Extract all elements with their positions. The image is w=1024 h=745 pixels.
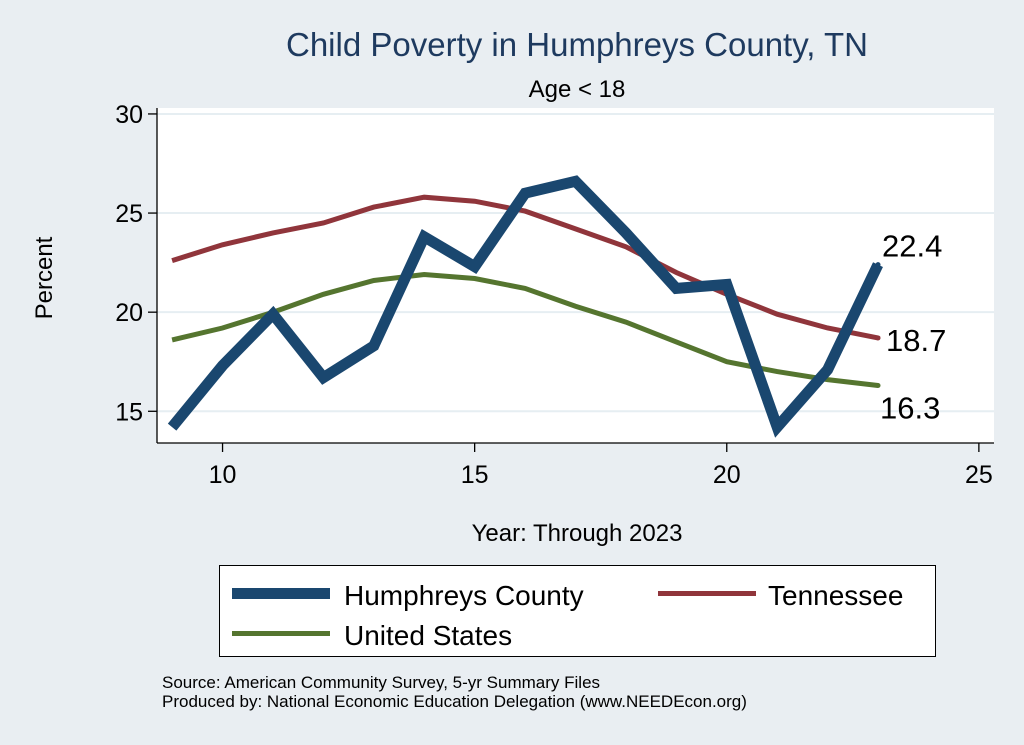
- y-tick-label: 15: [115, 398, 143, 426]
- legend-swatch-united-states: [232, 631, 330, 636]
- producer-note: Produced by: National Economic Education…: [162, 692, 747, 711]
- y-tick-label: 20: [115, 299, 143, 327]
- legend-label-united-states: United States: [344, 620, 513, 651]
- chart-notes: Source: American Community Survey, 5-yr …: [162, 673, 747, 711]
- legend-item-united-states: United States: [232, 620, 632, 651]
- legend-item-humphreys-county: Humphreys County: [232, 580, 632, 611]
- end-value-label-tennessee: 18.7: [886, 323, 946, 358]
- series-end-point-united-states: [875, 383, 881, 389]
- x-tick-label: 25: [965, 461, 993, 489]
- x-tick-label: 15: [461, 461, 489, 489]
- x-tick-label: 10: [209, 461, 237, 489]
- series-end-point-tennessee: [875, 335, 881, 341]
- plot-area: [157, 108, 994, 443]
- y-tick-label: 25: [115, 200, 143, 228]
- legend-label-humphreys-county: Humphreys County: [344, 580, 584, 611]
- x-axis-label: Year: Through 2023: [471, 520, 683, 547]
- chart-title: Child Poverty in Humphreys County, TN: [286, 26, 868, 63]
- x-tick-label: 20: [713, 461, 741, 489]
- legend-swatch-tennessee: [658, 591, 756, 596]
- series-line-humphreys-county: [167, 175, 883, 438]
- end-value-label-united-states: 16.3: [880, 391, 940, 426]
- chart-subtitle: Age < 18: [528, 76, 626, 103]
- y-tick-label: 30: [115, 101, 143, 129]
- chart-legend: Humphreys County Tennessee United States: [219, 565, 936, 657]
- legend-item-tennessee: Tennessee: [658, 580, 938, 611]
- legend-label-tennessee: Tennessee: [768, 580, 904, 611]
- series-end-point-humphreys-county: [875, 262, 881, 268]
- legend-swatch-humphreys-county: [232, 588, 330, 599]
- series-line-tennessee: [171, 194, 879, 341]
- source-note: Source: American Community Survey, 5-yr …: [162, 673, 601, 692]
- end-value-label-humphreys-county: 22.4: [882, 229, 942, 264]
- line-chart: 15 20 25 30 10 15 20 25 22.4 18.7 16.3: [115, 101, 994, 489]
